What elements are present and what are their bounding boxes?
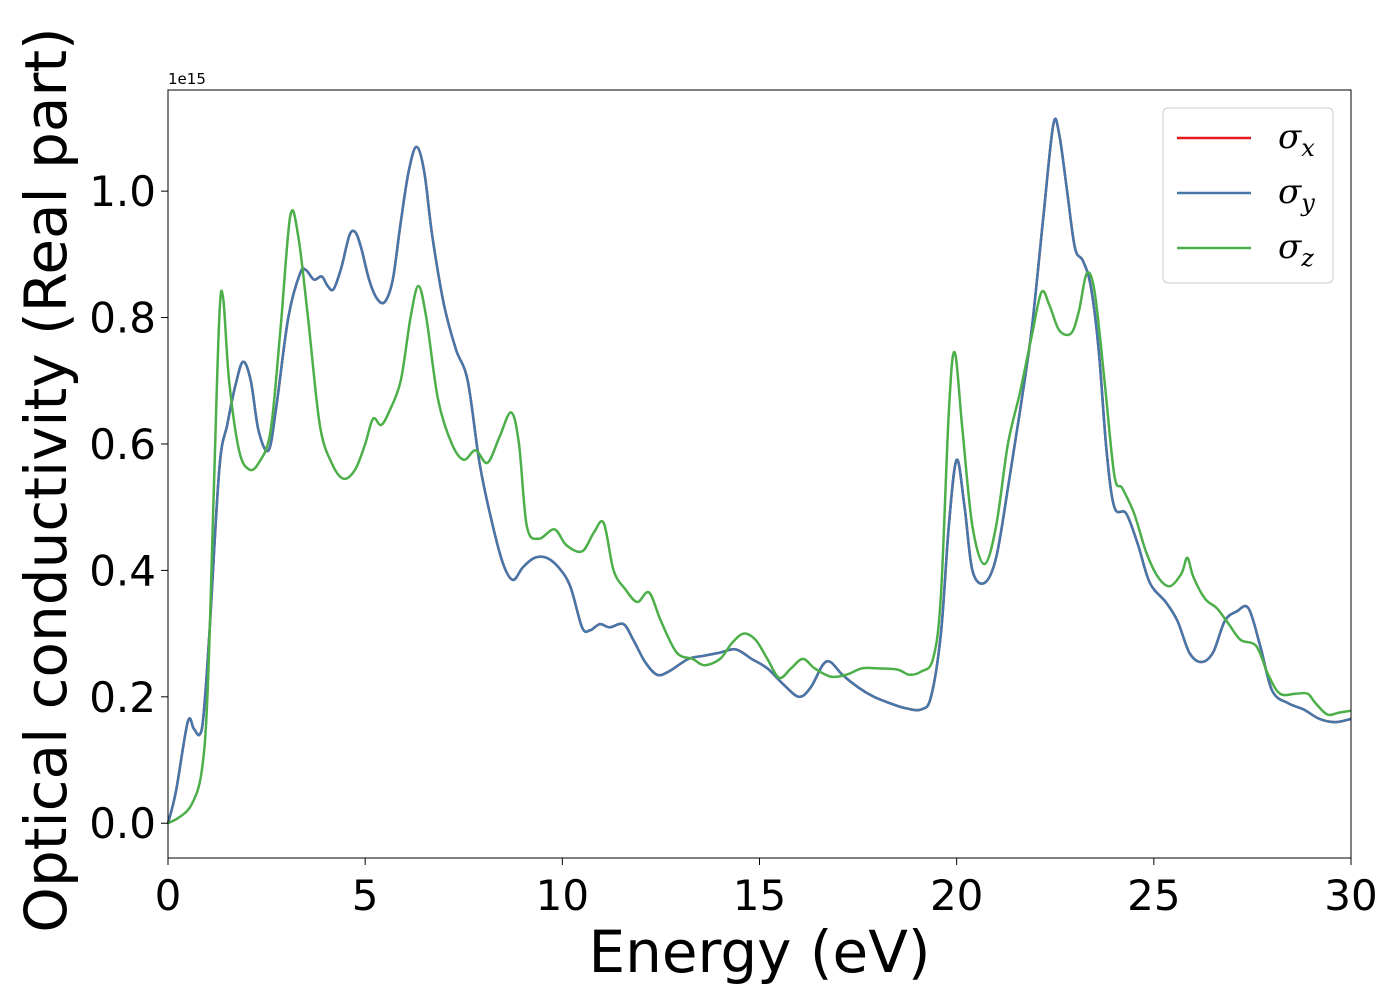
y-axis-ticks: 0.0 0.2 0.4 0.6 0.8 1.0 [89,167,168,848]
legend-box [1162,107,1334,284]
y-axis-offset-label: 1e15 [168,70,206,88]
x-tick-label: 30 [1324,871,1377,920]
x-tick-label: 10 [536,871,589,920]
x-axis-title: Energy (eV) [588,918,930,986]
x-tick-label: 25 [1127,871,1180,920]
x-tick-label: 5 [352,871,379,920]
y-tick-label: 0.0 [89,799,156,848]
series-line-z [167,209,1352,825]
y-tick-label: 0.4 [89,546,156,595]
y-tick-label: 0.6 [89,420,156,469]
series-line-y [166,117,1352,824]
x-tick-label: 0 [155,871,182,920]
legend-label-z: σz [1278,227,1314,272]
legend: σx σy σz [1162,107,1334,284]
legend-label-x: σx [1278,117,1315,162]
series-lines [166,117,1352,825]
x-tick-label: 15 [733,871,786,920]
x-tick-label: 20 [930,871,983,920]
y-tick-label: 1.0 [89,167,156,216]
legend-label-y: σy [1278,172,1315,217]
y-tick-label: 0.2 [89,673,156,722]
y-tick-label: 0.8 [89,294,156,343]
x-axis-ticks: 0 5 10 15 20 25 30 [155,858,1378,920]
y-axis-title: Optical conductivity (Real part) [12,27,80,932]
